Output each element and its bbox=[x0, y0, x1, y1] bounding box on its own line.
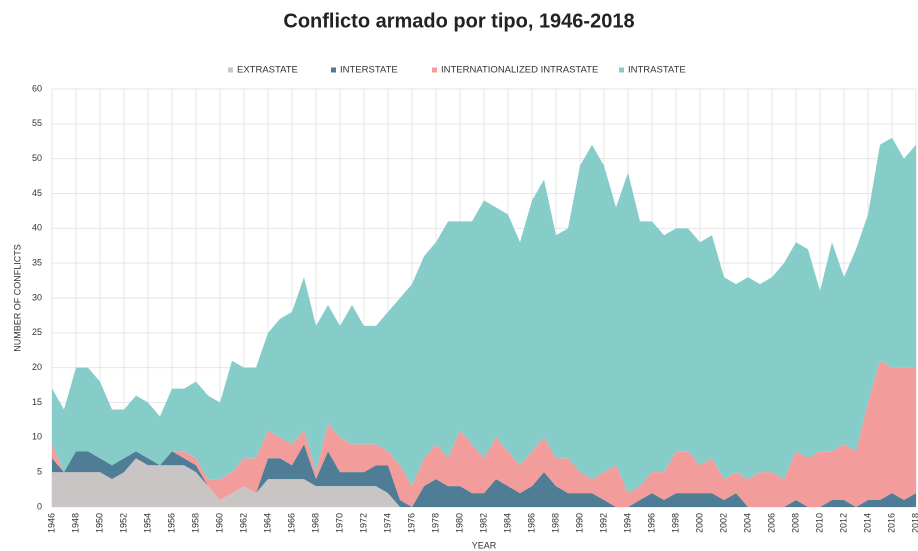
y-tick-label: 25 bbox=[32, 327, 42, 337]
x-tick-label: 1986 bbox=[526, 513, 536, 533]
y-tick-label: 45 bbox=[32, 188, 42, 198]
legend-item: INTERNATIONALIZED INTRASTATE bbox=[432, 65, 598, 76]
x-tick-label: 1946 bbox=[46, 513, 56, 533]
x-tick-label: 2000 bbox=[694, 513, 704, 533]
x-tick-label: 1956 bbox=[166, 513, 176, 533]
legend-marker bbox=[619, 67, 624, 73]
x-tick-label: 1974 bbox=[382, 513, 392, 533]
x-tick-label: 1978 bbox=[430, 513, 440, 533]
x-tick-label: 1966 bbox=[286, 513, 296, 533]
legend-label: INTERNATIONALIZED INTRASTATE bbox=[441, 65, 598, 76]
chart-title: Conflicto armado por tipo, 1946-2018 bbox=[283, 10, 634, 32]
area bbox=[52, 458, 916, 507]
legend-marker bbox=[432, 67, 437, 73]
y-tick-label: 10 bbox=[32, 432, 42, 442]
legend-marker bbox=[331, 67, 336, 73]
legend-label: INTERSTATE bbox=[340, 65, 398, 76]
legend-label: EXTRASTATE bbox=[237, 65, 298, 76]
x-tick-label: 1960 bbox=[214, 513, 224, 533]
y-tick-label: 40 bbox=[32, 223, 42, 233]
x-tick-label: 1964 bbox=[262, 513, 272, 533]
area bbox=[52, 137, 916, 494]
y-tick-label: 15 bbox=[32, 397, 42, 407]
x-tick-label: 1958 bbox=[190, 513, 200, 533]
y-axis-label: NUMBER OF CONFLICTS bbox=[12, 244, 22, 352]
x-tick-label: 1970 bbox=[334, 513, 344, 533]
y-tick-label: 35 bbox=[32, 258, 42, 268]
x-tick-label: 1950 bbox=[94, 513, 104, 533]
area bbox=[52, 444, 916, 507]
x-tick-label: 2004 bbox=[742, 513, 752, 533]
x-tick-label: 2014 bbox=[862, 513, 872, 533]
x-axis-label: YEAR bbox=[472, 540, 497, 550]
legend-item: INTRASTATE bbox=[619, 65, 686, 76]
x-tick-label: 1996 bbox=[646, 513, 656, 533]
x-tick-label: 1962 bbox=[238, 513, 248, 533]
x-tick-label: 1992 bbox=[598, 513, 608, 533]
y-tick-label: 0 bbox=[37, 501, 42, 511]
y-tick-label: 55 bbox=[32, 118, 42, 128]
x-tick-label: 1972 bbox=[358, 513, 368, 533]
x-tick-label: 1952 bbox=[118, 513, 128, 533]
x-tick-label: 1948 bbox=[70, 513, 80, 533]
y-tick-label: 60 bbox=[32, 83, 42, 93]
x-tick-label: 1990 bbox=[574, 513, 584, 533]
x-tick-label: 1976 bbox=[406, 513, 416, 533]
x-tick-label: 1968 bbox=[310, 513, 320, 533]
x-tick-label: 2002 bbox=[718, 513, 728, 533]
x-tick-label: 2012 bbox=[838, 513, 848, 533]
x-tick-label: 2008 bbox=[790, 513, 800, 533]
area bbox=[52, 360, 916, 507]
x-tick-label: 2010 bbox=[814, 513, 824, 533]
y-tick-label: 30 bbox=[32, 292, 42, 302]
legend-item: EXTRASTATE bbox=[228, 65, 298, 76]
y-tick-label: 5 bbox=[37, 467, 42, 477]
x-tick-label: 2018 bbox=[910, 513, 918, 533]
x-tick-label: 1980 bbox=[454, 513, 464, 533]
legend-marker bbox=[228, 67, 233, 73]
legend-label: INTRASTATE bbox=[628, 65, 686, 76]
x-tick-label: 1984 bbox=[502, 513, 512, 533]
y-tick-label: 50 bbox=[32, 153, 42, 163]
x-tick-label: 1994 bbox=[622, 513, 632, 533]
x-tick-label: 2006 bbox=[766, 513, 776, 533]
x-tick-label: 1998 bbox=[670, 513, 680, 533]
x-tick-label: 1954 bbox=[142, 513, 152, 533]
x-tick-label: 2016 bbox=[886, 513, 896, 533]
y-tick-label: 20 bbox=[32, 362, 42, 372]
legend-item: INTERSTATE bbox=[331, 65, 398, 76]
x-tick-label: 1982 bbox=[478, 513, 488, 533]
x-tick-label: 1988 bbox=[550, 513, 560, 533]
